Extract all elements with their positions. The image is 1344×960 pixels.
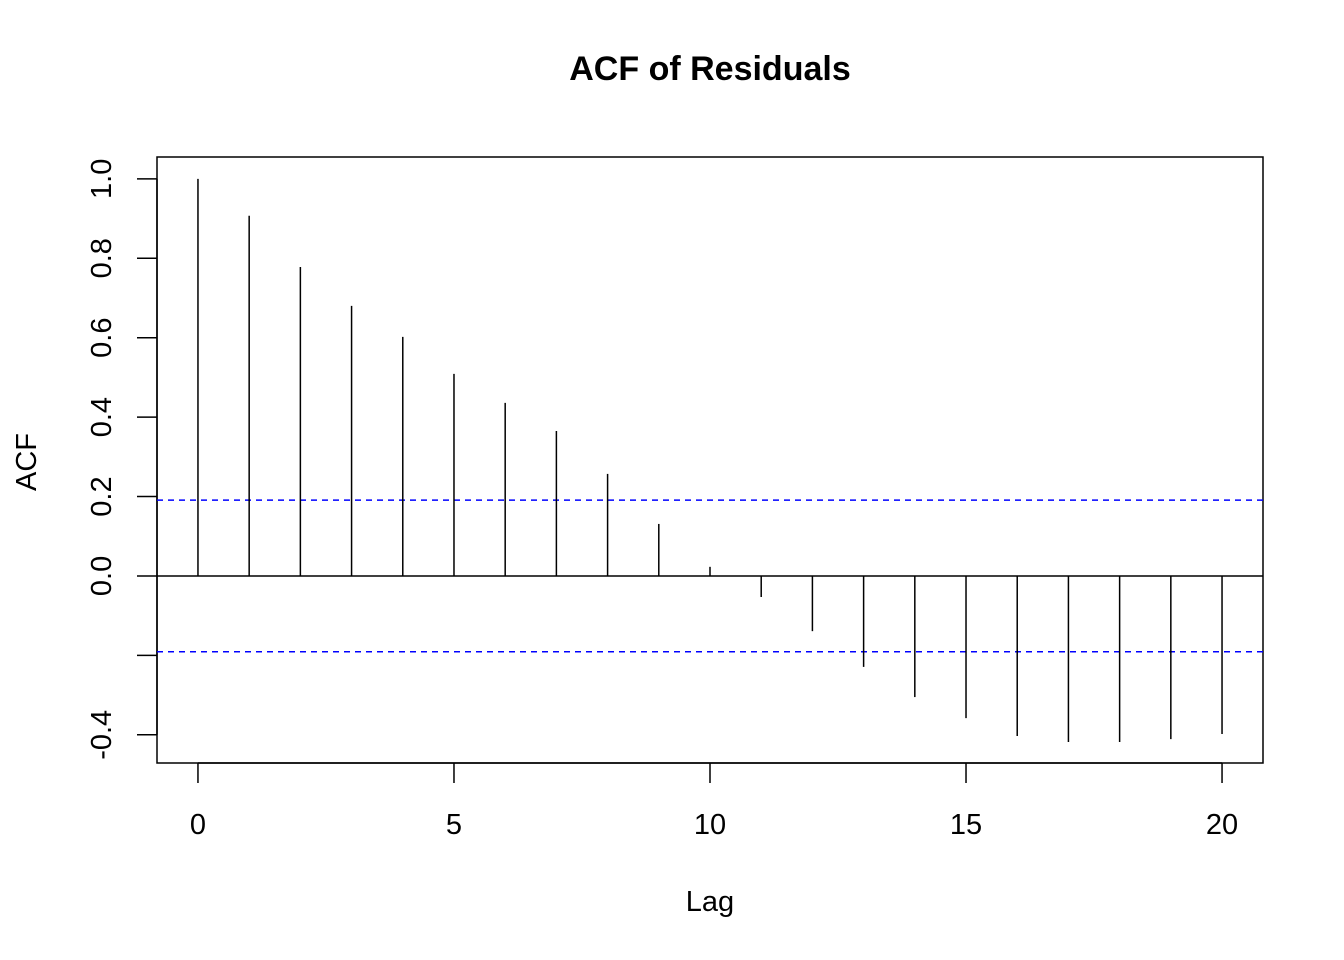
y-tick-label: 0.4 — [86, 397, 118, 437]
x-tick-label: 5 — [446, 809, 462, 841]
x-tick-label: 15 — [950, 809, 982, 841]
y-tick-label: -0.4 — [86, 710, 118, 760]
y-tick-label: 0.8 — [86, 238, 118, 278]
chart-title: ACF of Residuals — [569, 50, 850, 88]
plot-frame — [156, 156, 1264, 764]
x-axis-label: Lag — [686, 886, 734, 918]
y-tick-label: 0.2 — [86, 476, 118, 516]
x-tick-label: 0 — [190, 809, 206, 841]
x-tick-label: 10 — [694, 809, 726, 841]
y-tick-label: 1.0 — [86, 159, 118, 199]
y-axis-label: ACF — [11, 433, 43, 491]
x-tick-label: 20 — [1206, 809, 1238, 841]
y-tick-label: 0.0 — [86, 556, 118, 596]
y-tick-label: 0.6 — [86, 318, 118, 358]
